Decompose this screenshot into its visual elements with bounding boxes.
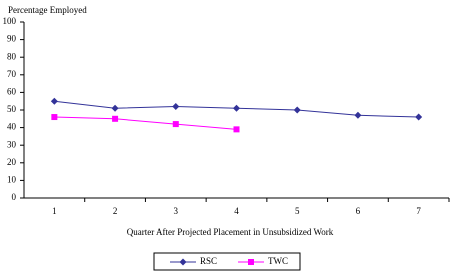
data-point <box>172 102 180 110</box>
y-tick-label: 0 <box>12 192 17 202</box>
data-point <box>293 106 301 114</box>
y-tick-label: 90 <box>7 34 17 44</box>
x-tick-label: 1 <box>52 206 57 216</box>
data-point <box>50 97 58 105</box>
data-point <box>112 115 119 122</box>
data-point <box>415 113 423 121</box>
data-point <box>51 114 58 121</box>
y-tick-label: 50 <box>7 104 17 114</box>
y-tick-label: 40 <box>7 122 17 132</box>
x-tick-label: 3 <box>174 206 179 216</box>
data-point <box>111 104 119 112</box>
data-point <box>233 104 240 112</box>
x-tick-label: 7 <box>416 206 421 216</box>
x-tick-label: 4 <box>234 206 239 216</box>
series-line <box>54 116 237 130</box>
y-tick-label: 20 <box>7 157 17 167</box>
legend-marker <box>179 258 187 266</box>
x-axis-label: Quarter After Projected Placement in Uns… <box>127 227 334 237</box>
y-tick-label: 30 <box>7 139 17 149</box>
data-point <box>172 121 179 128</box>
y-tick-label: 80 <box>7 51 17 61</box>
y-tick-label: 70 <box>7 69 17 79</box>
chart-title: Percentage Employed <box>8 5 87 15</box>
data-point <box>233 126 240 133</box>
legend-box <box>153 252 301 271</box>
y-tick-label: 60 <box>7 86 17 96</box>
x-tick-label: 6 <box>356 206 361 216</box>
legend-marker <box>248 259 254 265</box>
y-tick-label: 100 <box>3 16 17 26</box>
data-point <box>354 111 362 119</box>
x-tick-label: 5 <box>295 206 300 216</box>
legend-label: TWC <box>268 256 288 266</box>
legend-label: RSC <box>200 256 217 266</box>
x-tick-label: 2 <box>113 206 118 216</box>
y-tick-label: 10 <box>7 174 17 184</box>
